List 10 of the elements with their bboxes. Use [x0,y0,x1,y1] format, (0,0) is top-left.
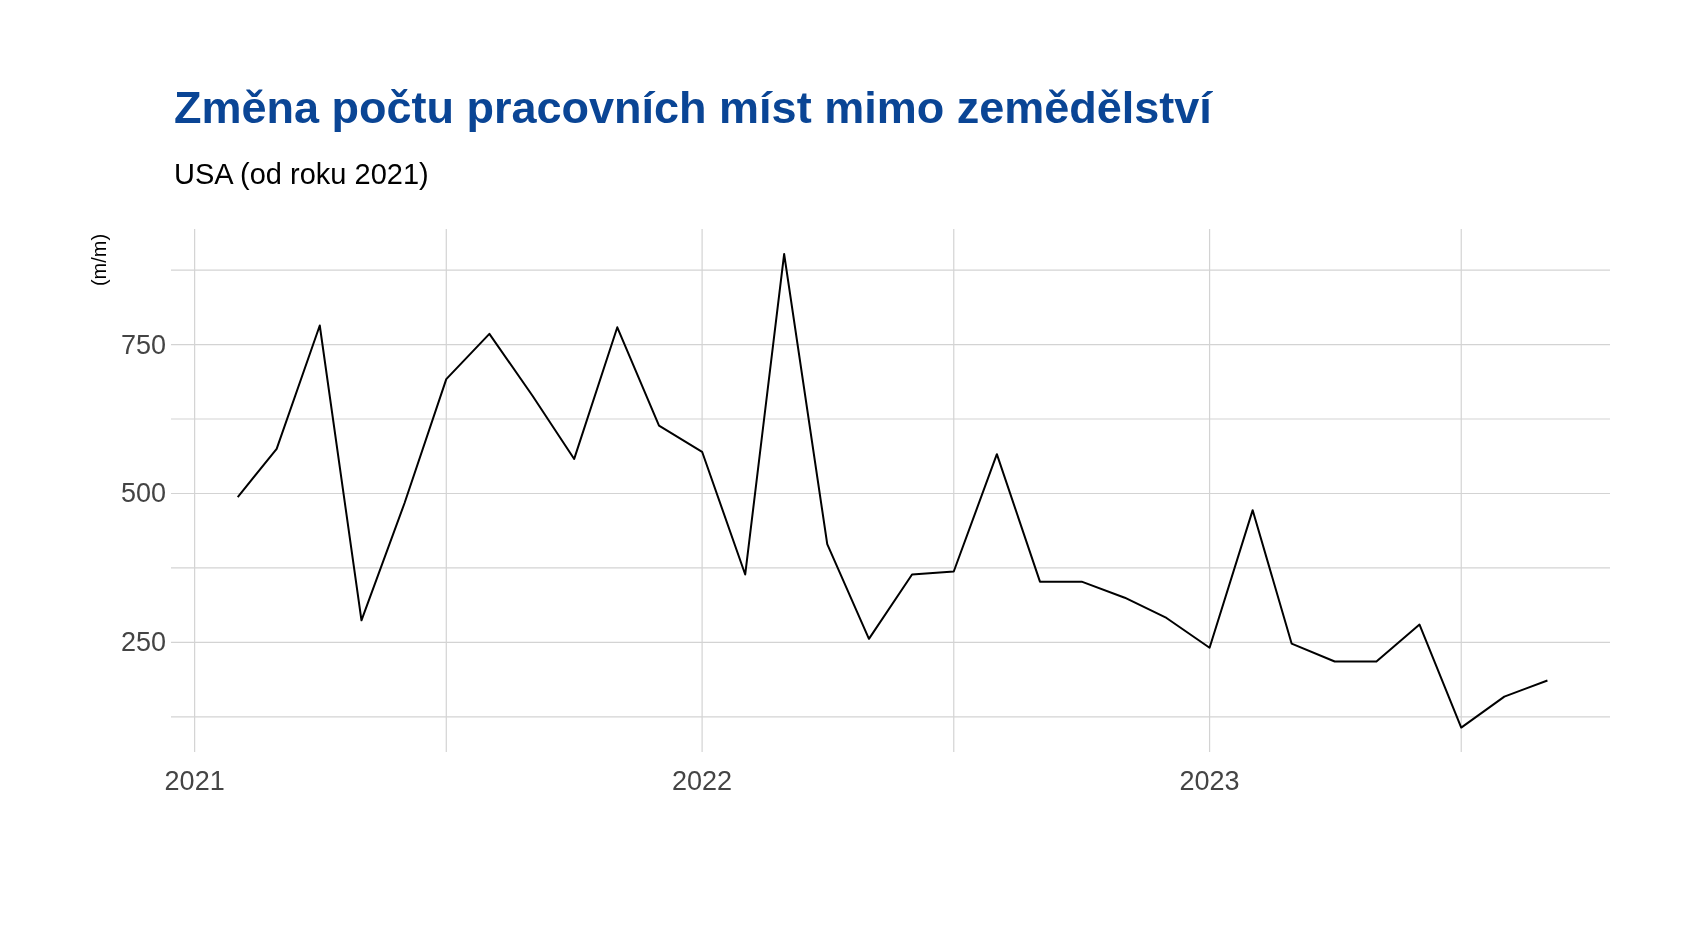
chart-title: Změna počtu pracovních míst mimo zemědělství [174,82,1214,133]
chart-subtitle: USA (od roku 2021) [174,158,429,190]
y-tick-label: 500 [120,478,166,509]
x-tick-label: 2022 [672,766,733,796]
x-tick-label: 2023 [1179,766,1240,796]
x-tick-label: 2021 [164,766,225,796]
y-tick-label: 750 [120,329,166,360]
line-series [236,253,1549,729]
y-tick-label: 250 [120,627,166,658]
y-axis-title: (m/m) [88,233,110,287]
